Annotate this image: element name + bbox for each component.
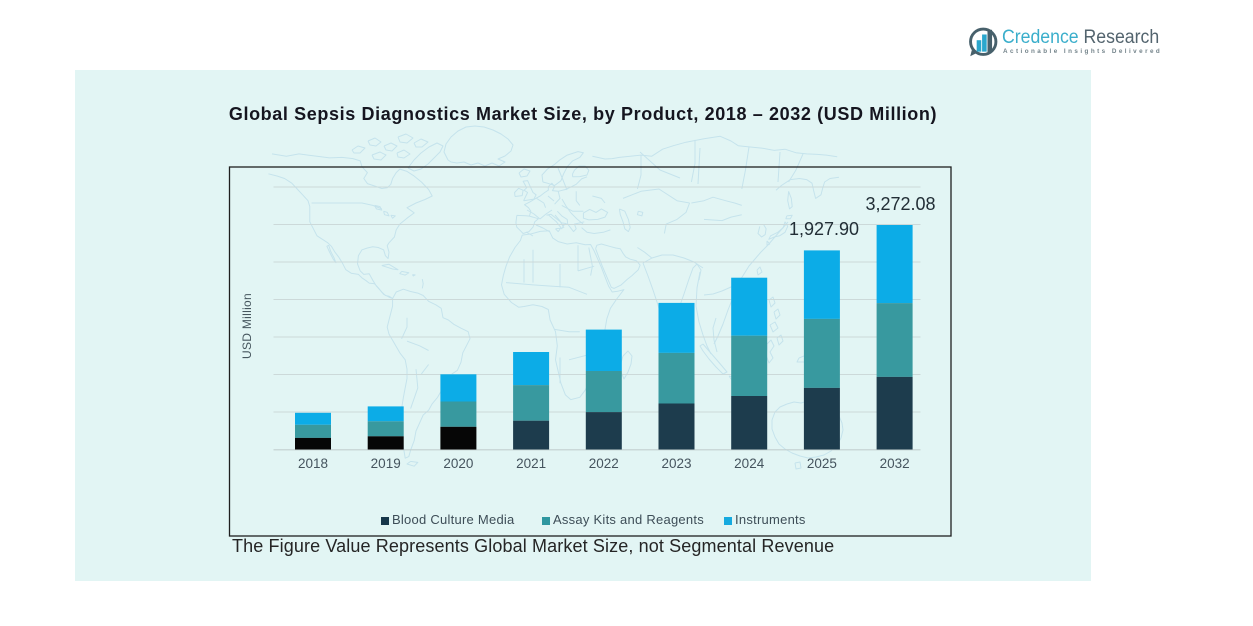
svg-text:USD Million: USD Million — [240, 293, 254, 359]
svg-text:2032: 2032 — [880, 456, 910, 471]
svg-text:1,927.90: 1,927.90 — [789, 219, 859, 239]
svg-text:2025: 2025 — [807, 456, 837, 471]
svg-text:2018: 2018 — [298, 456, 328, 471]
svg-text:2024: 2024 — [734, 456, 765, 471]
svg-text:2019: 2019 — [371, 456, 401, 471]
svg-text:2023: 2023 — [661, 456, 691, 471]
svg-text:3,272.08: 3,272.08 — [865, 194, 935, 214]
svg-text:2022: 2022 — [589, 456, 619, 471]
svg-text:2020: 2020 — [443, 456, 473, 471]
svg-text:2021: 2021 — [516, 456, 546, 471]
